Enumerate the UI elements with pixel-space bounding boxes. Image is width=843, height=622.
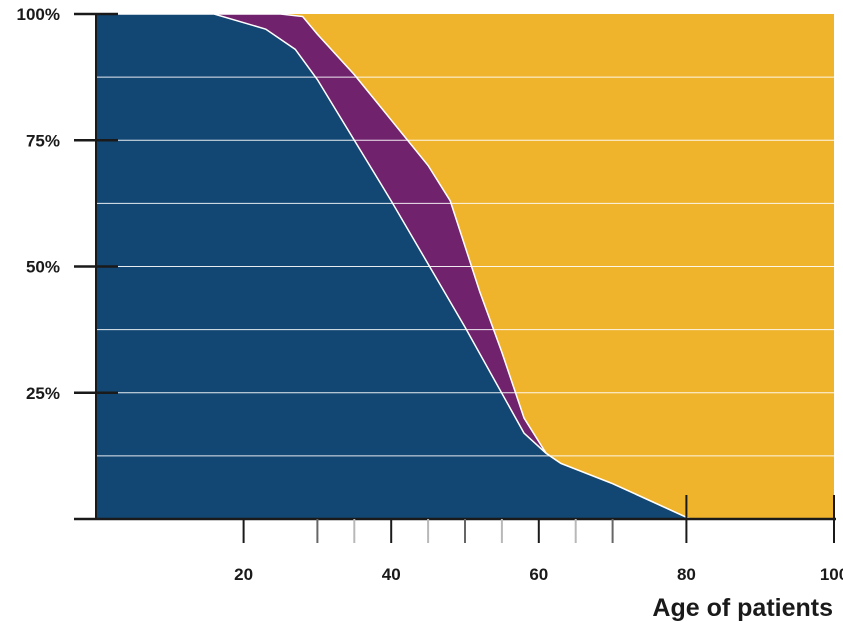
x-axis-label: Age of patients — [652, 594, 833, 622]
x-tick-label: 100 — [820, 565, 843, 584]
axes — [74, 12, 836, 543]
gridlines — [96, 76, 834, 457]
y-tick-label: 25% — [26, 384, 60, 403]
x-tick-labels: 20 40 60 80 100 — [234, 565, 843, 584]
x-tick-label: 80 — [677, 565, 696, 584]
y-tick-label: 100% — [17, 5, 60, 24]
y-tick-label: 75% — [26, 131, 60, 150]
x-tick-label: 20 — [234, 565, 253, 584]
x-tick-label: 40 — [382, 565, 401, 584]
x-tick-label: 60 — [529, 565, 548, 584]
y-tick-labels: 25% 50% 75% 100% — [17, 5, 60, 403]
y-tick-label: 50% — [26, 258, 60, 277]
